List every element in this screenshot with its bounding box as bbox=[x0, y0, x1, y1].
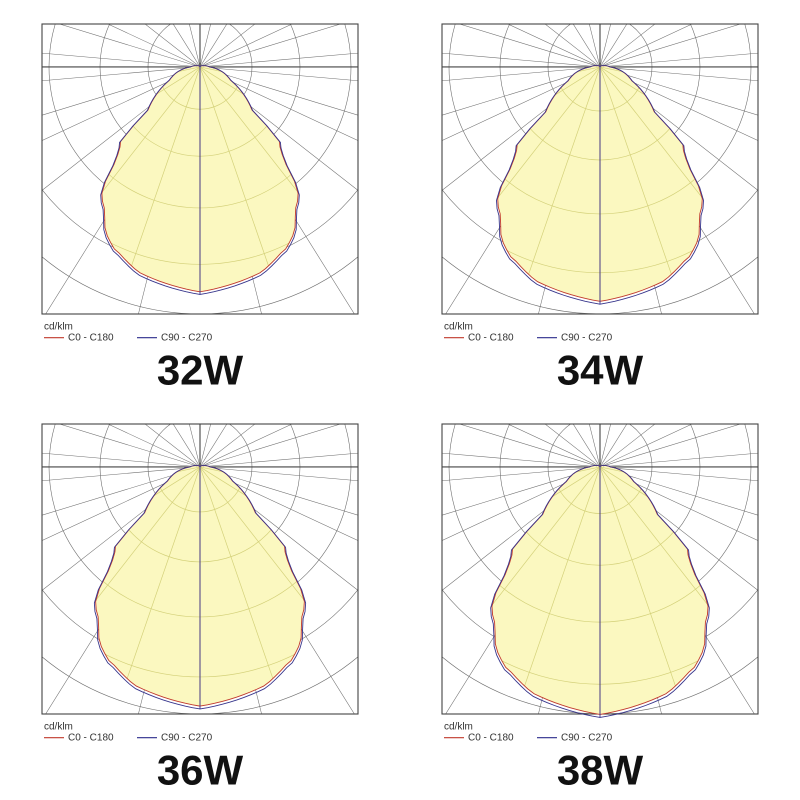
svg-text:C90 - C270: C90 - C270 bbox=[561, 333, 613, 344]
svg-text:C0 - C180: C0 - C180 bbox=[468, 333, 514, 344]
svg-text:32W: 32W bbox=[157, 347, 244, 394]
svg-text:C0 - C180: C0 - C180 bbox=[468, 733, 514, 744]
svg-text:cd/klm: cd/klm bbox=[444, 321, 473, 332]
svg-text:cd/klm: cd/klm bbox=[44, 721, 73, 732]
svg-text:cd/klm: cd/klm bbox=[444, 721, 473, 732]
svg-text:38W: 38W bbox=[557, 747, 644, 794]
svg-text:cd/klm: cd/klm bbox=[44, 321, 73, 332]
svg-text:C90 - C270: C90 - C270 bbox=[161, 733, 213, 744]
svg-text:C90 - C270: C90 - C270 bbox=[161, 333, 213, 344]
svg-text:36W: 36W bbox=[157, 747, 244, 794]
svg-text:C0 - C180: C0 - C180 bbox=[68, 733, 114, 744]
svg-text:34W: 34W bbox=[557, 347, 644, 394]
svg-text:C0 - C180: C0 - C180 bbox=[68, 333, 114, 344]
svg-text:C90 - C270: C90 - C270 bbox=[561, 733, 613, 744]
